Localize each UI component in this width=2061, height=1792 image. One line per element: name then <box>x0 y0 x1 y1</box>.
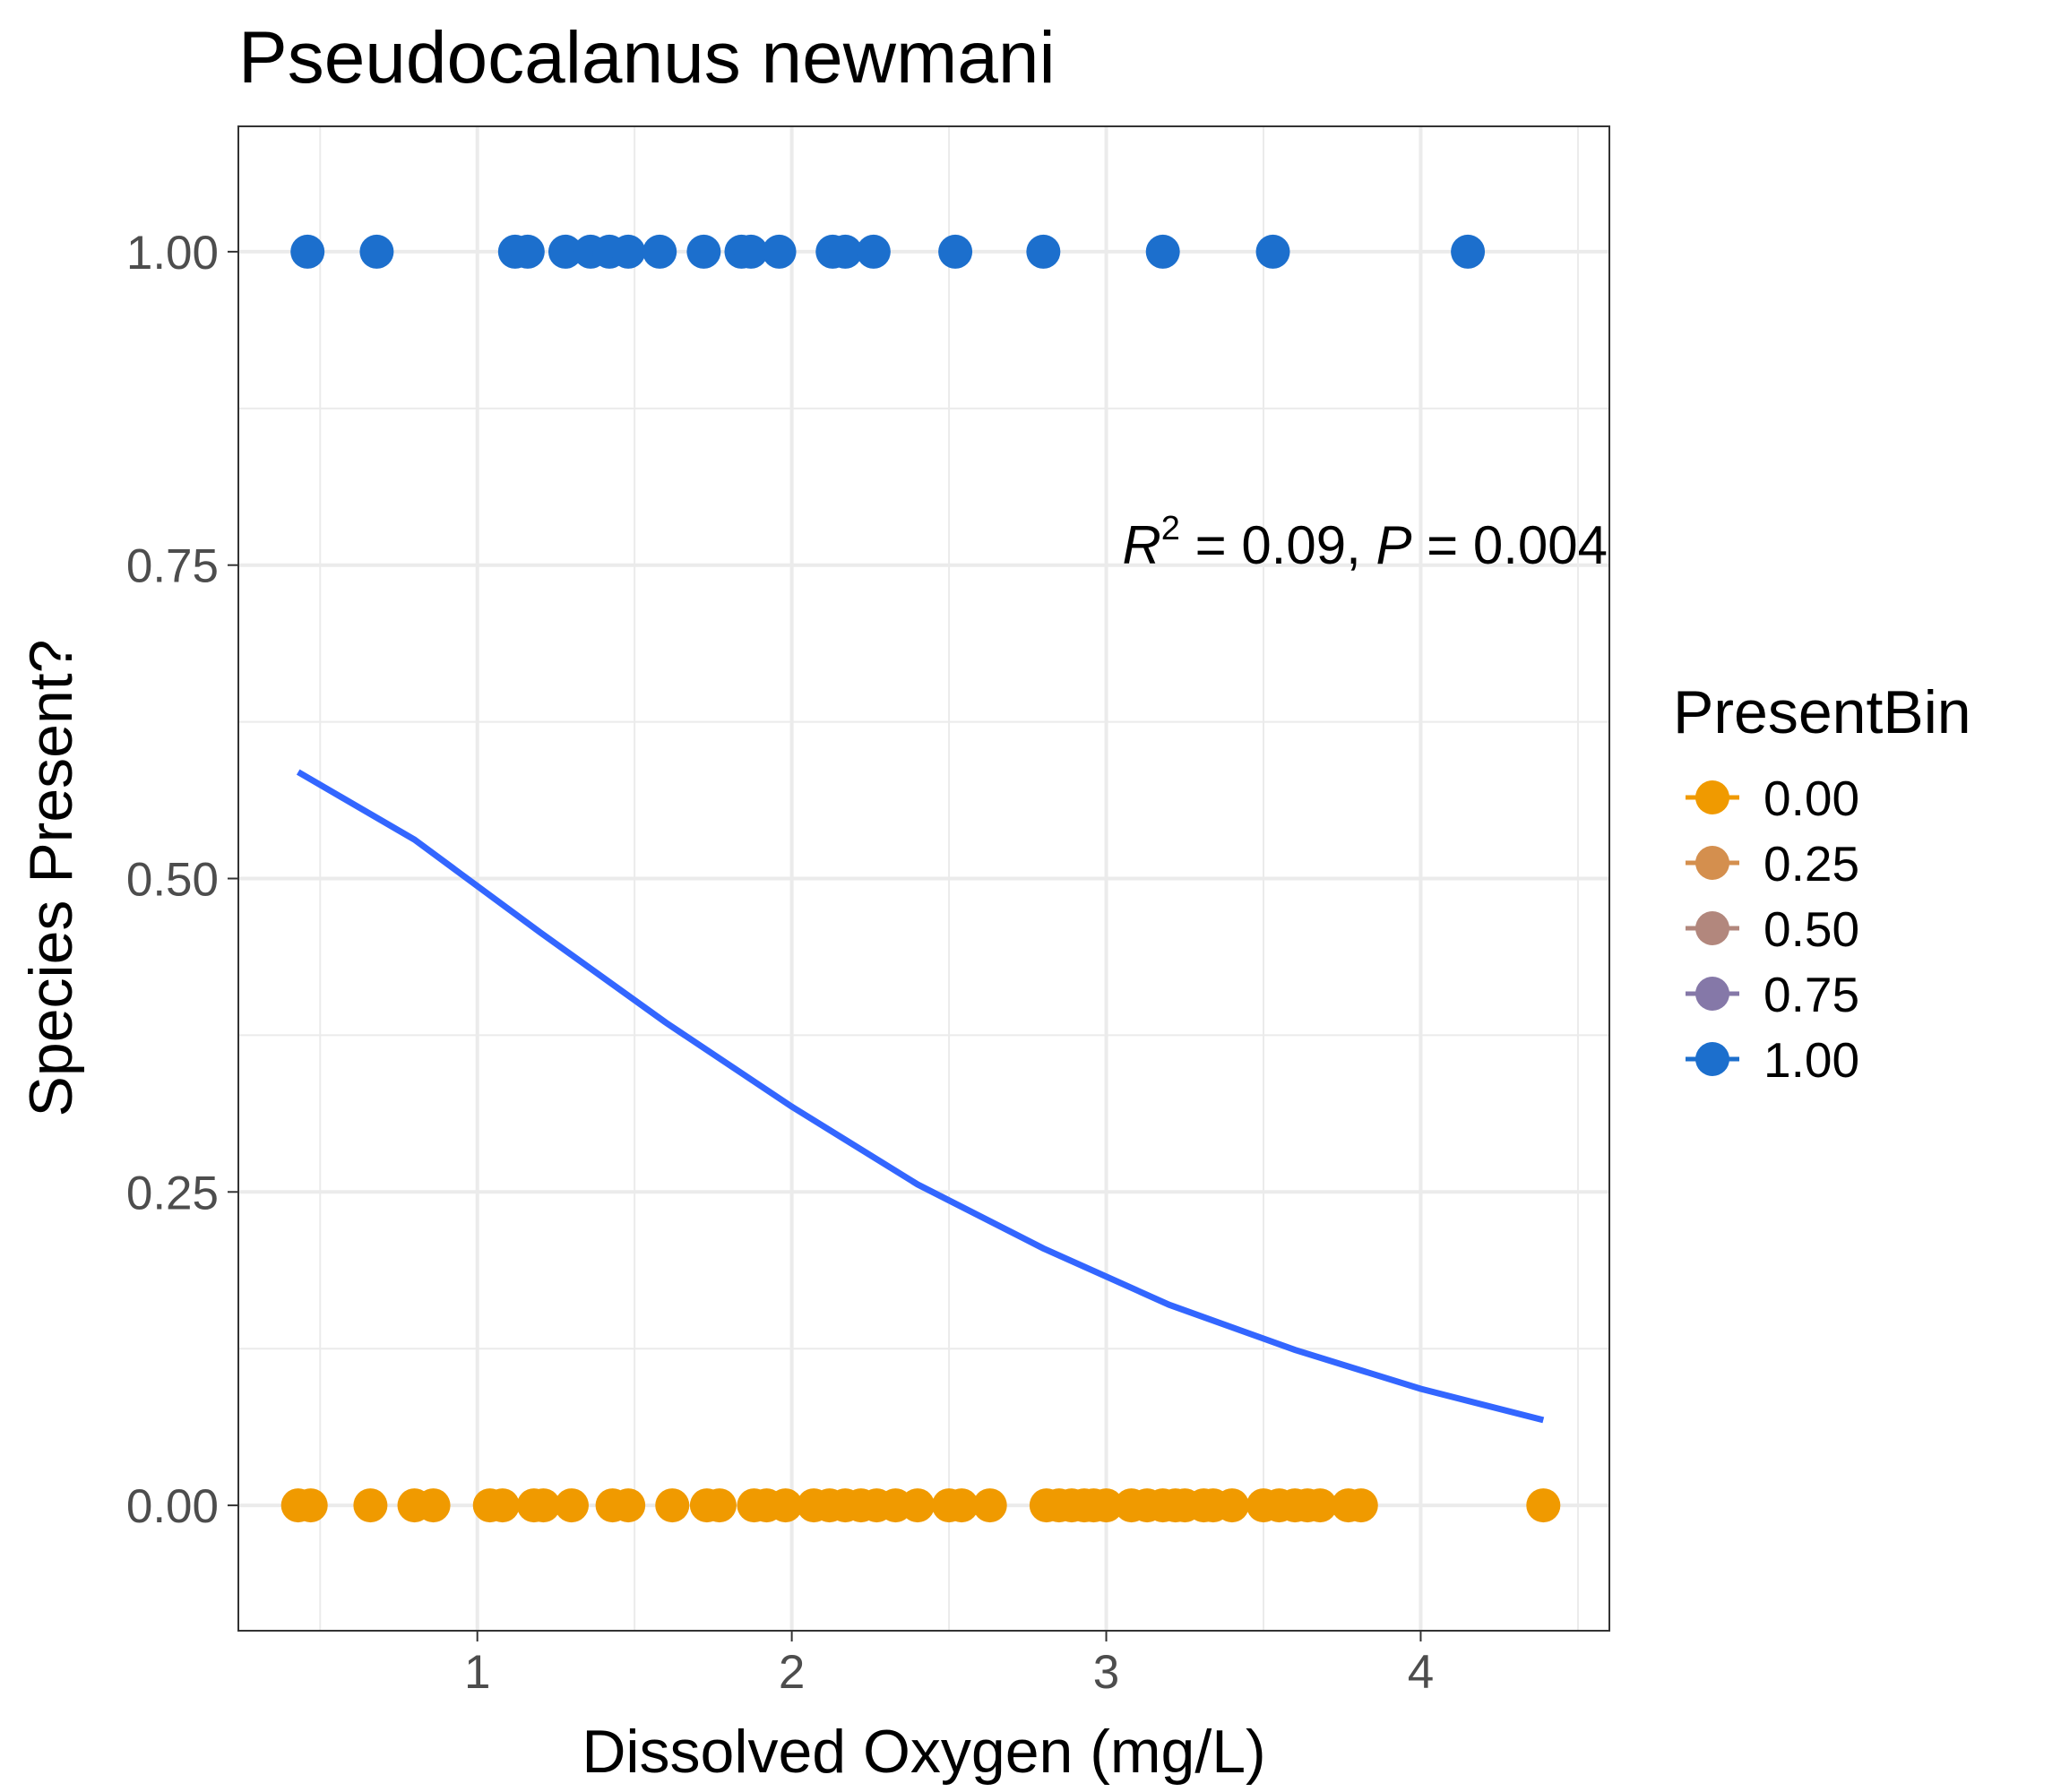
x-tick-label: 4 <box>1408 1646 1434 1699</box>
data-point <box>416 1488 451 1523</box>
data-point <box>642 234 677 269</box>
data-point <box>548 234 582 269</box>
data-point <box>702 1488 737 1523</box>
data-point <box>1089 1488 1124 1523</box>
data-point <box>856 234 891 269</box>
legend-key-point <box>1695 911 1729 945</box>
data-point <box>359 234 394 269</box>
stat-annotation: R2 = 0.09, P = 0.004 <box>1122 510 1608 575</box>
y-tick-label: 0.50 <box>126 854 219 907</box>
data-point <box>1145 234 1180 269</box>
x-axis: 1 2 3 4 <box>464 1631 1434 1699</box>
legend-key-point <box>1695 977 1729 1011</box>
p-symbol: P <box>1375 515 1411 575</box>
y-tick-label: 1.00 <box>126 227 219 280</box>
y-tick-label: 0.00 <box>126 1480 219 1533</box>
legend-label: 1.00 <box>1763 1032 1859 1088</box>
data-point <box>611 234 646 269</box>
legend: PresentBin 0.00 0.25 0.50 0.75 1.00 <box>1673 678 1971 1088</box>
data-point <box>1526 1488 1561 1523</box>
data-point <box>733 234 768 269</box>
data-point <box>655 1488 690 1523</box>
legend-key-point <box>1695 780 1729 814</box>
data-point <box>293 1488 328 1523</box>
legend-title: PresentBin <box>1673 678 1971 746</box>
legend-label: 0.00 <box>1763 771 1859 826</box>
legend-label: 0.50 <box>1763 901 1859 957</box>
data-point <box>290 234 325 269</box>
data-point <box>611 1488 646 1523</box>
r-symbol: R <box>1122 515 1160 575</box>
legend-items: 0.00 0.25 0.50 0.75 1.00 <box>1686 771 1859 1088</box>
y-axis-title: Species Present? <box>17 640 85 1117</box>
data-point <box>1303 1488 1338 1523</box>
data-point <box>686 234 721 269</box>
data-point <box>1026 234 1061 269</box>
data-point <box>938 234 973 269</box>
y-tick-label: 0.75 <box>126 540 219 593</box>
data-point <box>768 1488 803 1523</box>
data-point <box>944 1488 979 1523</box>
data-point <box>510 234 545 269</box>
r-value: = 0.09, <box>1180 515 1376 575</box>
data-point <box>1214 1488 1249 1523</box>
data-point <box>1451 234 1486 269</box>
legend-label: 0.75 <box>1763 967 1859 1022</box>
data-point <box>1343 1488 1378 1523</box>
data-point <box>828 234 863 269</box>
data-point <box>526 1488 561 1523</box>
y-axis: 0.00 0.25 0.50 0.75 1.00 <box>126 227 238 1533</box>
legend-key-point <box>1695 1042 1729 1076</box>
data-point <box>485 1488 520 1523</box>
x-tick-label: 3 <box>1093 1646 1119 1699</box>
data-point <box>972 1488 1007 1523</box>
p-value: = 0.004 <box>1411 515 1608 575</box>
data-point <box>554 1488 589 1523</box>
x-tick-label: 1 <box>464 1646 490 1699</box>
data-point <box>900 1488 935 1523</box>
y-tick-label: 0.25 <box>126 1167 219 1219</box>
plot-area <box>237 125 1610 1632</box>
r-superscript: 2 <box>1161 510 1180 547</box>
data-point <box>353 1488 388 1523</box>
legend-label: 0.25 <box>1763 836 1859 892</box>
x-axis-title: Dissolved Oxygen (mg/L) <box>582 1718 1265 1786</box>
legend-key-point <box>1695 846 1729 880</box>
chart-title: Pseudocalanus newmani <box>238 17 1056 99</box>
fit-line <box>296 769 1545 1424</box>
data-point <box>762 234 797 269</box>
data-points <box>280 234 1561 1523</box>
data-point <box>1255 234 1290 269</box>
x-tick-label: 2 <box>779 1646 805 1699</box>
